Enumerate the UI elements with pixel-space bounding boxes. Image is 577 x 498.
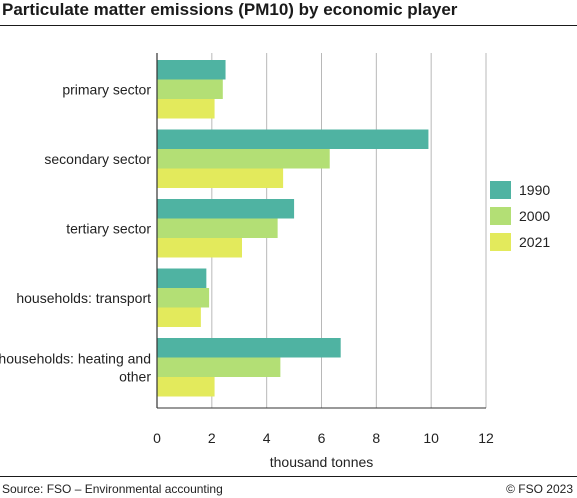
x-axis-title: thousand tonnes [270,454,374,470]
x-tick-label: 6 [318,430,326,446]
legend-swatch-1990 [490,181,511,199]
x-tick-label: 8 [372,430,380,446]
category-label: tertiary sector [66,220,151,236]
bar-1990-2 [157,199,295,219]
legend-label-1990: 1990 [519,182,550,198]
x-tick-label: 12 [478,430,494,446]
category-label-line: households: transport [16,290,151,306]
x-tick-label: 2 [208,430,216,446]
bar-2000-4 [157,357,281,377]
legend-label-2021: 2021 [519,234,550,250]
bar-1990-3 [157,268,207,288]
bar-2021-1 [157,168,284,188]
category-label-line: tertiary sector [66,220,151,236]
category-label-line: households: heating and [0,350,151,366]
bar-2000-0 [157,79,223,99]
legend: 1990 2000 2021 [490,181,550,251]
bar-2000-3 [157,288,210,308]
bar-1990-4 [157,338,341,358]
bar-2021-2 [157,238,242,258]
bar-1990-1 [157,129,429,149]
bar-1990-0 [157,60,226,80]
bar-2021-3 [157,307,201,327]
axes-layer [156,53,486,409]
category-label: primary sector [62,81,151,97]
copyright-note: © FSO 2023 [506,482,573,496]
bar-chart: 0 2 4 6 8 10 12 primary sector secondary sector t… [0,53,550,470]
category-label: secondary sector [44,151,151,167]
title-divider [0,25,577,26]
bar-2000-1 [157,149,330,169]
category-label-line: secondary sector [44,151,151,167]
labels-layer: 0 2 4 6 8 10 12 primary sector secondary sector t… [0,81,494,470]
category-label: households: heating and other [0,350,151,384]
legend-swatch-2021 [490,233,511,251]
chart-title: Particulate matter emissions (PM10) by e… [2,0,458,19]
category-label: households: transport [16,290,151,306]
x-tick-label: 4 [263,430,271,446]
footer-divider [0,476,577,477]
category-label-line: other [119,368,151,384]
bar-2021-4 [157,377,215,397]
category-label-line: primary sector [62,81,151,97]
x-tick-label: 0 [153,430,161,446]
source-note: Source: FSO – Environmental accounting [2,482,223,496]
legend-swatch-2000 [490,207,511,225]
bar-2000-2 [157,218,278,238]
x-tick-label: 10 [423,430,439,446]
bars-layer [157,60,429,397]
bar-2021-0 [157,99,215,119]
legend-label-2000: 2000 [519,208,550,224]
